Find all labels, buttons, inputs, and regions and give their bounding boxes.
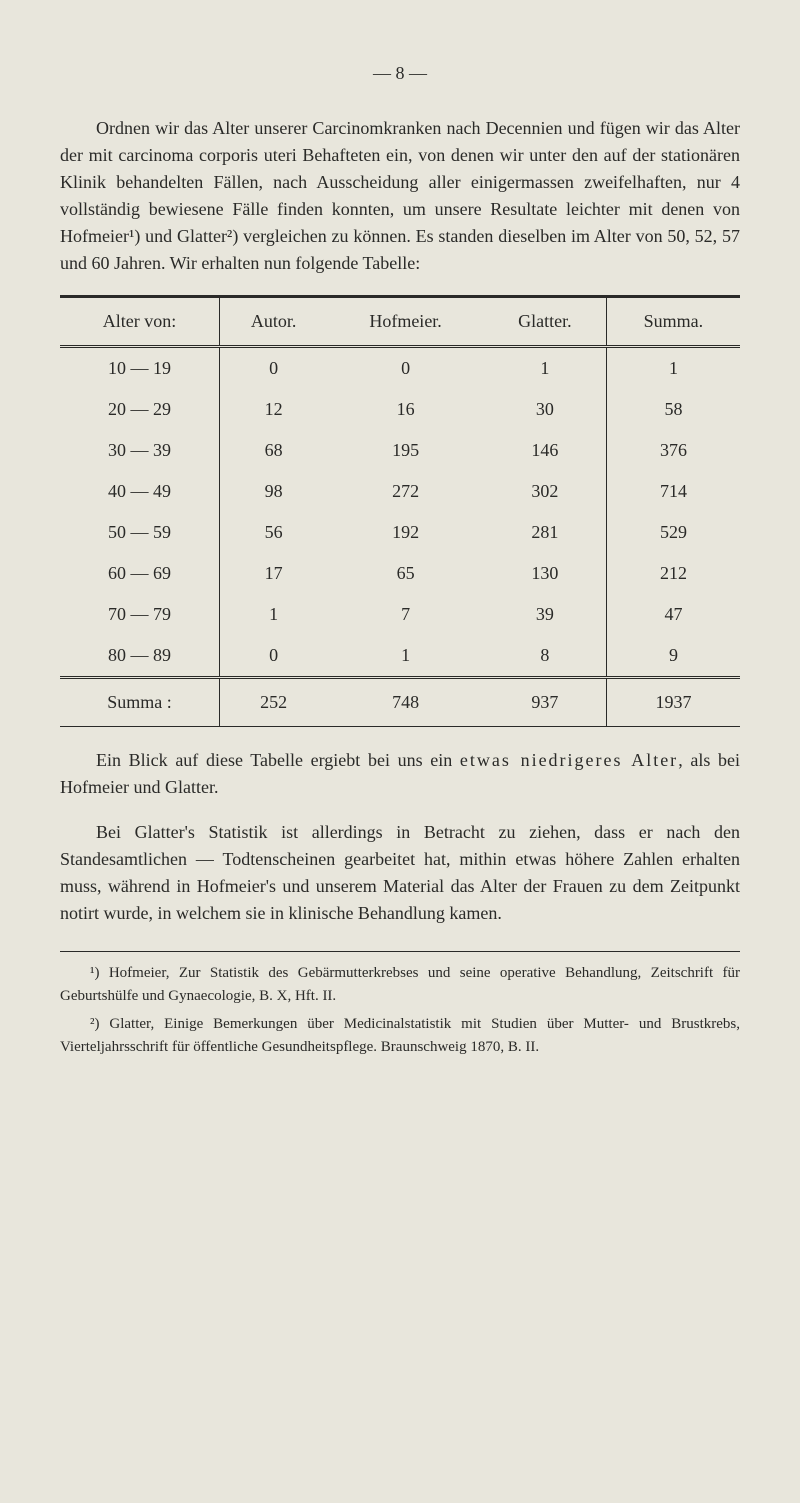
- cell: 60 — 69: [60, 553, 220, 594]
- cell: 1: [484, 347, 606, 390]
- table-header-row: Alter von: Autor. Hofmeier. Glatter. Sum…: [60, 297, 740, 347]
- col-autor: Autor.: [220, 297, 328, 347]
- col-alter: Alter von:: [60, 297, 220, 347]
- cell: 58: [606, 389, 740, 430]
- cell: 17: [220, 553, 328, 594]
- footnote-2: ²) Glatter, Einige Bemerkungen über Medi…: [60, 1013, 740, 1058]
- cell: 9: [606, 635, 740, 678]
- col-summa: Summa.: [606, 297, 740, 347]
- cell: 376: [606, 430, 740, 471]
- cell: 98: [220, 471, 328, 512]
- summa-cell: 252: [220, 678, 328, 727]
- cell: 10 — 19: [60, 347, 220, 390]
- col-glatter: Glatter.: [484, 297, 606, 347]
- cell: 65: [327, 553, 484, 594]
- cell: 192: [327, 512, 484, 553]
- cell: 714: [606, 471, 740, 512]
- summa-cell: 1937: [606, 678, 740, 727]
- summa-label: Summa :: [60, 678, 220, 727]
- cell: 30: [484, 389, 606, 430]
- cell: 1: [606, 347, 740, 390]
- cell: 529: [606, 512, 740, 553]
- cell: 281: [484, 512, 606, 553]
- cell: 212: [606, 553, 740, 594]
- cell: 302: [484, 471, 606, 512]
- cell: 1: [327, 635, 484, 678]
- table-row: 60 — 69 17 65 130 212: [60, 553, 740, 594]
- footnote-1: ¹) Hofmeier, Zur Statistik des Gebärmutt…: [60, 962, 740, 1007]
- age-table: Alter von: Autor. Hofmeier. Glatter. Sum…: [60, 295, 740, 727]
- page-number: — 8 —: [60, 60, 740, 87]
- cell: 30 — 39: [60, 430, 220, 471]
- cell: 7: [327, 594, 484, 635]
- col-hofmeier: Hofmeier.: [327, 297, 484, 347]
- paragraph-1: Ordnen wir das Alter unserer Carcinomkra…: [60, 115, 740, 277]
- cell: 0: [220, 347, 328, 390]
- cell: 1: [220, 594, 328, 635]
- cell: 12: [220, 389, 328, 430]
- cell: 20 — 29: [60, 389, 220, 430]
- summa-cell: 937: [484, 678, 606, 727]
- cell: 70 — 79: [60, 594, 220, 635]
- cell: 146: [484, 430, 606, 471]
- paragraph-3: Bei Glatter's Statistik ist allerdings i…: [60, 819, 740, 927]
- table-row: 70 — 79 1 7 39 47: [60, 594, 740, 635]
- cell: 39: [484, 594, 606, 635]
- cell: 50 — 59: [60, 512, 220, 553]
- cell: 80 — 89: [60, 635, 220, 678]
- footnotes: ¹) Hofmeier, Zur Statistik des Gebärmutt…: [60, 951, 740, 1058]
- cell: 47: [606, 594, 740, 635]
- para2-spaced: etwas niedrigeres Alter: [460, 750, 678, 770]
- paragraph-2: Ein Blick auf diese Tabelle ergiebt bei …: [60, 747, 740, 801]
- table-row: 30 — 39 68 195 146 376: [60, 430, 740, 471]
- cell: 0: [327, 347, 484, 390]
- table-row: 20 — 29 12 16 30 58: [60, 389, 740, 430]
- cell: 56: [220, 512, 328, 553]
- cell: 195: [327, 430, 484, 471]
- cell: 130: [484, 553, 606, 594]
- table-row: 40 — 49 98 272 302 714: [60, 471, 740, 512]
- summa-cell: 748: [327, 678, 484, 727]
- cell: 0: [220, 635, 328, 678]
- table-row: 50 — 59 56 192 281 529: [60, 512, 740, 553]
- cell: 8: [484, 635, 606, 678]
- cell: 68: [220, 430, 328, 471]
- cell: 272: [327, 471, 484, 512]
- summa-row: Summa : 252 748 937 1937: [60, 678, 740, 727]
- cell: 16: [327, 389, 484, 430]
- para2-pre: Ein Blick auf diese Tabelle ergiebt bei …: [96, 750, 460, 770]
- table-row: 80 — 89 0 1 8 9: [60, 635, 740, 678]
- table-row: 10 — 19 0 0 1 1: [60, 347, 740, 390]
- cell: 40 — 49: [60, 471, 220, 512]
